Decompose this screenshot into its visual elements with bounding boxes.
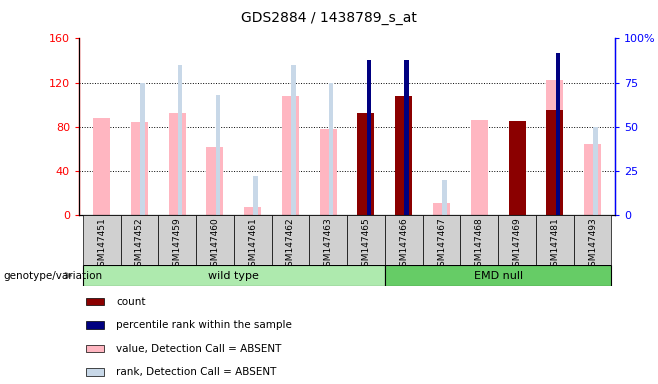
Text: GSM147481: GSM147481 [550, 217, 559, 272]
Bar [272, 215, 309, 265]
Bar [253, 176, 258, 215]
Bar [168, 114, 186, 215]
Text: GSM147469: GSM147469 [513, 217, 522, 272]
Bar [159, 215, 196, 265]
Text: rank, Detection Call = ABSENT: rank, Detection Call = ABSENT [116, 367, 277, 377]
Bar [461, 215, 498, 265]
Text: GSM147467: GSM147467 [437, 217, 446, 272]
Bar [86, 321, 105, 329]
Bar [470, 120, 488, 215]
Text: GSM147462: GSM147462 [286, 217, 295, 272]
Text: EMD null: EMD null [474, 270, 522, 281]
Bar [536, 215, 574, 265]
Bar [367, 60, 371, 215]
Bar [422, 215, 461, 265]
Bar [347, 215, 385, 265]
Bar [509, 121, 526, 215]
Bar [86, 345, 105, 353]
Text: GSM147468: GSM147468 [475, 217, 484, 272]
Text: GSM147463: GSM147463 [324, 217, 333, 272]
Bar [546, 110, 563, 215]
Bar [574, 215, 611, 265]
Bar [131, 122, 148, 215]
Bar [140, 83, 145, 215]
Bar [329, 83, 334, 215]
Bar [178, 65, 182, 215]
Text: value, Detection Call = ABSENT: value, Detection Call = ABSENT [116, 344, 282, 354]
Text: count: count [116, 297, 146, 307]
Bar [309, 215, 347, 265]
Bar [196, 215, 234, 265]
Text: GDS2884 / 1438789_s_at: GDS2884 / 1438789_s_at [241, 11, 417, 25]
Bar [395, 96, 413, 215]
Text: genotype/variation: genotype/variation [3, 270, 103, 281]
Bar [207, 147, 224, 215]
Bar [442, 180, 447, 215]
Bar [291, 65, 295, 215]
Bar [86, 369, 105, 376]
Bar [282, 96, 299, 215]
Text: GSM147493: GSM147493 [588, 217, 597, 272]
Bar [546, 80, 563, 215]
Text: percentile rank within the sample: percentile rank within the sample [116, 320, 292, 330]
Text: wild type: wild type [209, 270, 259, 281]
Bar [555, 68, 560, 215]
Bar [405, 60, 409, 215]
Text: GSM147466: GSM147466 [399, 217, 408, 272]
Text: GSM147452: GSM147452 [135, 217, 144, 272]
Bar [584, 144, 601, 215]
Text: GSM147459: GSM147459 [172, 217, 182, 272]
Bar [83, 265, 385, 286]
Bar [86, 298, 105, 305]
Text: GSM147460: GSM147460 [211, 217, 219, 272]
Text: GSM147461: GSM147461 [248, 217, 257, 272]
Bar [216, 95, 220, 215]
Bar [555, 53, 560, 215]
Text: GSM147465: GSM147465 [361, 217, 370, 272]
Bar [320, 129, 337, 215]
Text: GSM147451: GSM147451 [97, 217, 106, 272]
Bar [120, 215, 159, 265]
Bar [234, 215, 272, 265]
Bar [83, 215, 120, 265]
Bar [594, 127, 598, 215]
Bar [93, 118, 110, 215]
Bar [357, 114, 374, 215]
Bar [385, 265, 611, 286]
Bar [498, 215, 536, 265]
Bar [385, 215, 422, 265]
Bar [433, 203, 450, 215]
Bar [244, 207, 261, 215]
